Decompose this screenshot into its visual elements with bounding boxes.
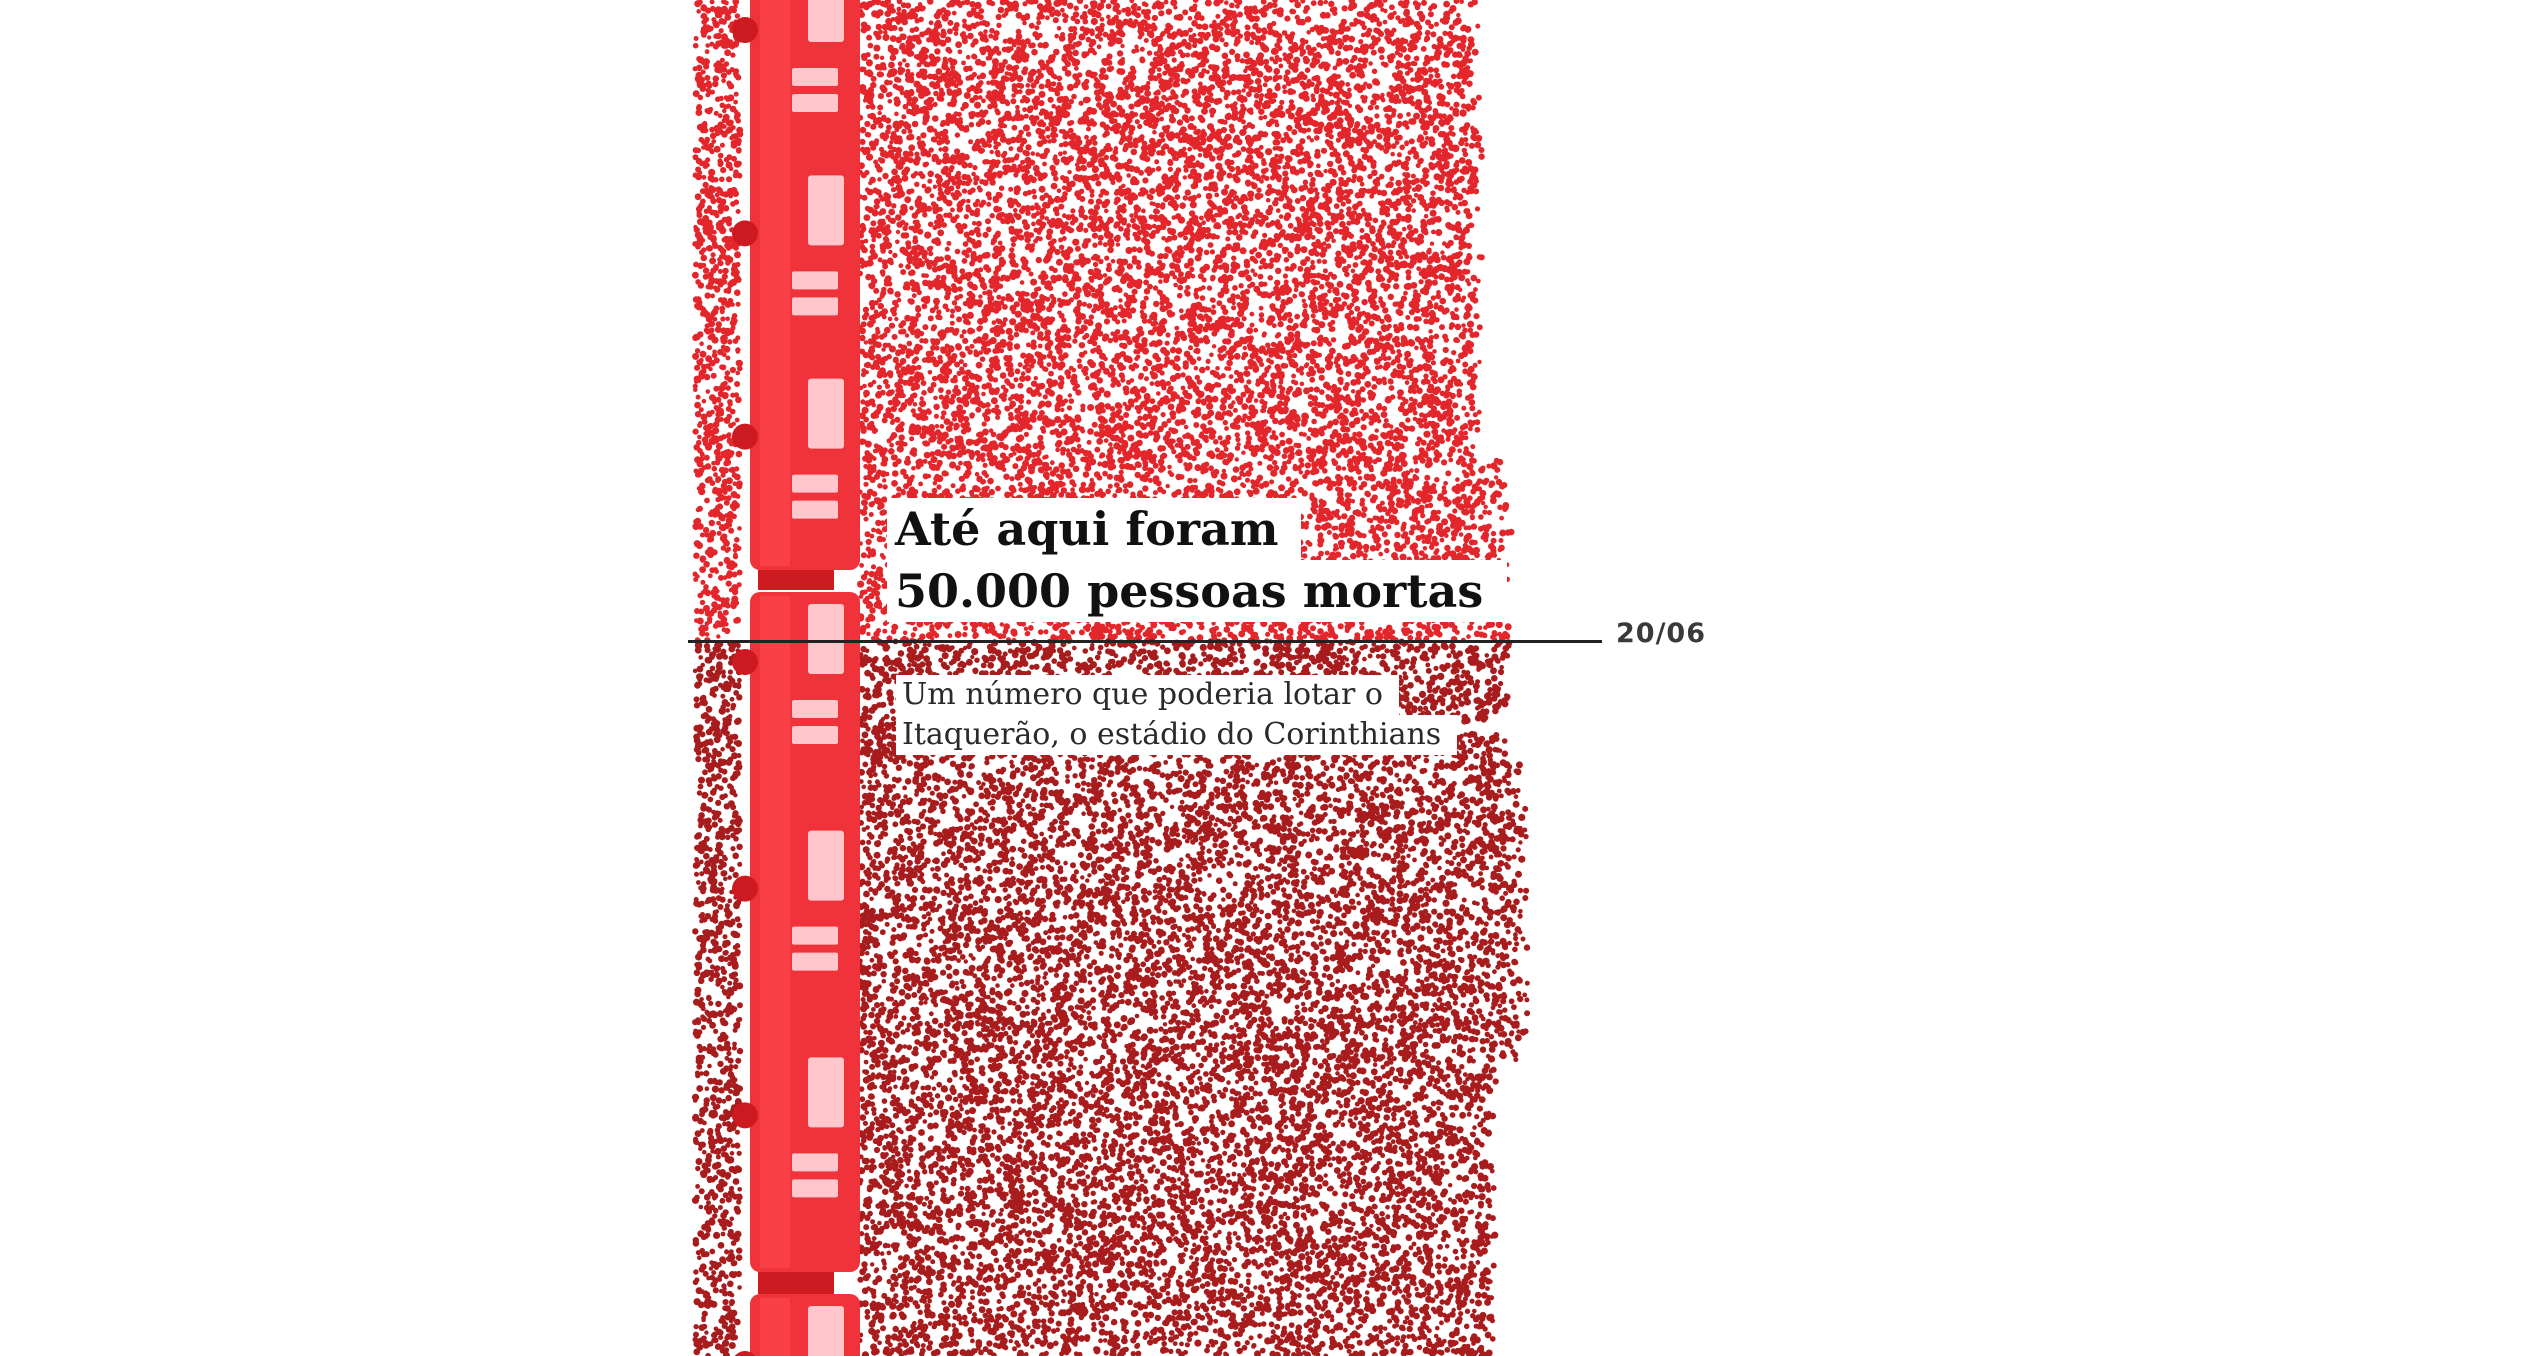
dots-after-marker (691, 638, 1531, 1356)
headline-line-1: Até aqui foram (887, 498, 1301, 560)
subtitle-line-2: Itaquerão, o estádio do Corinthians (896, 715, 1458, 755)
headline: Até aqui foram 50.000 pessoas mortas (887, 498, 1508, 622)
train-icon (732, 0, 860, 1356)
subtitle-line-1: Um número que poderia lotar o (896, 675, 1399, 715)
date-label: 20/06 (1616, 618, 1706, 649)
headline-line-2: 50.000 pessoas mortas (887, 560, 1508, 622)
subtitle: Um número que poderia lotar o Itaquerão,… (896, 675, 1458, 755)
date-marker-line (688, 640, 1602, 643)
